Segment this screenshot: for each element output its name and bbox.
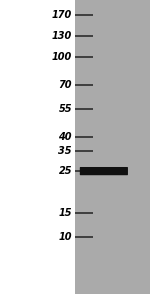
Bar [75,0,150,294]
Text: 35: 35 [58,146,72,156]
Text: 40: 40 [58,132,72,142]
Text: 15: 15 [58,208,72,218]
Text: 10: 10 [58,232,72,242]
FancyBboxPatch shape [80,167,128,175]
Text: 170: 170 [52,10,72,20]
Text: 130: 130 [52,31,72,41]
Bar [0,0,75,294]
Text: 25: 25 [58,166,72,176]
Text: 55: 55 [58,104,72,114]
Text: 100: 100 [52,52,72,62]
Text: 70: 70 [58,80,72,90]
